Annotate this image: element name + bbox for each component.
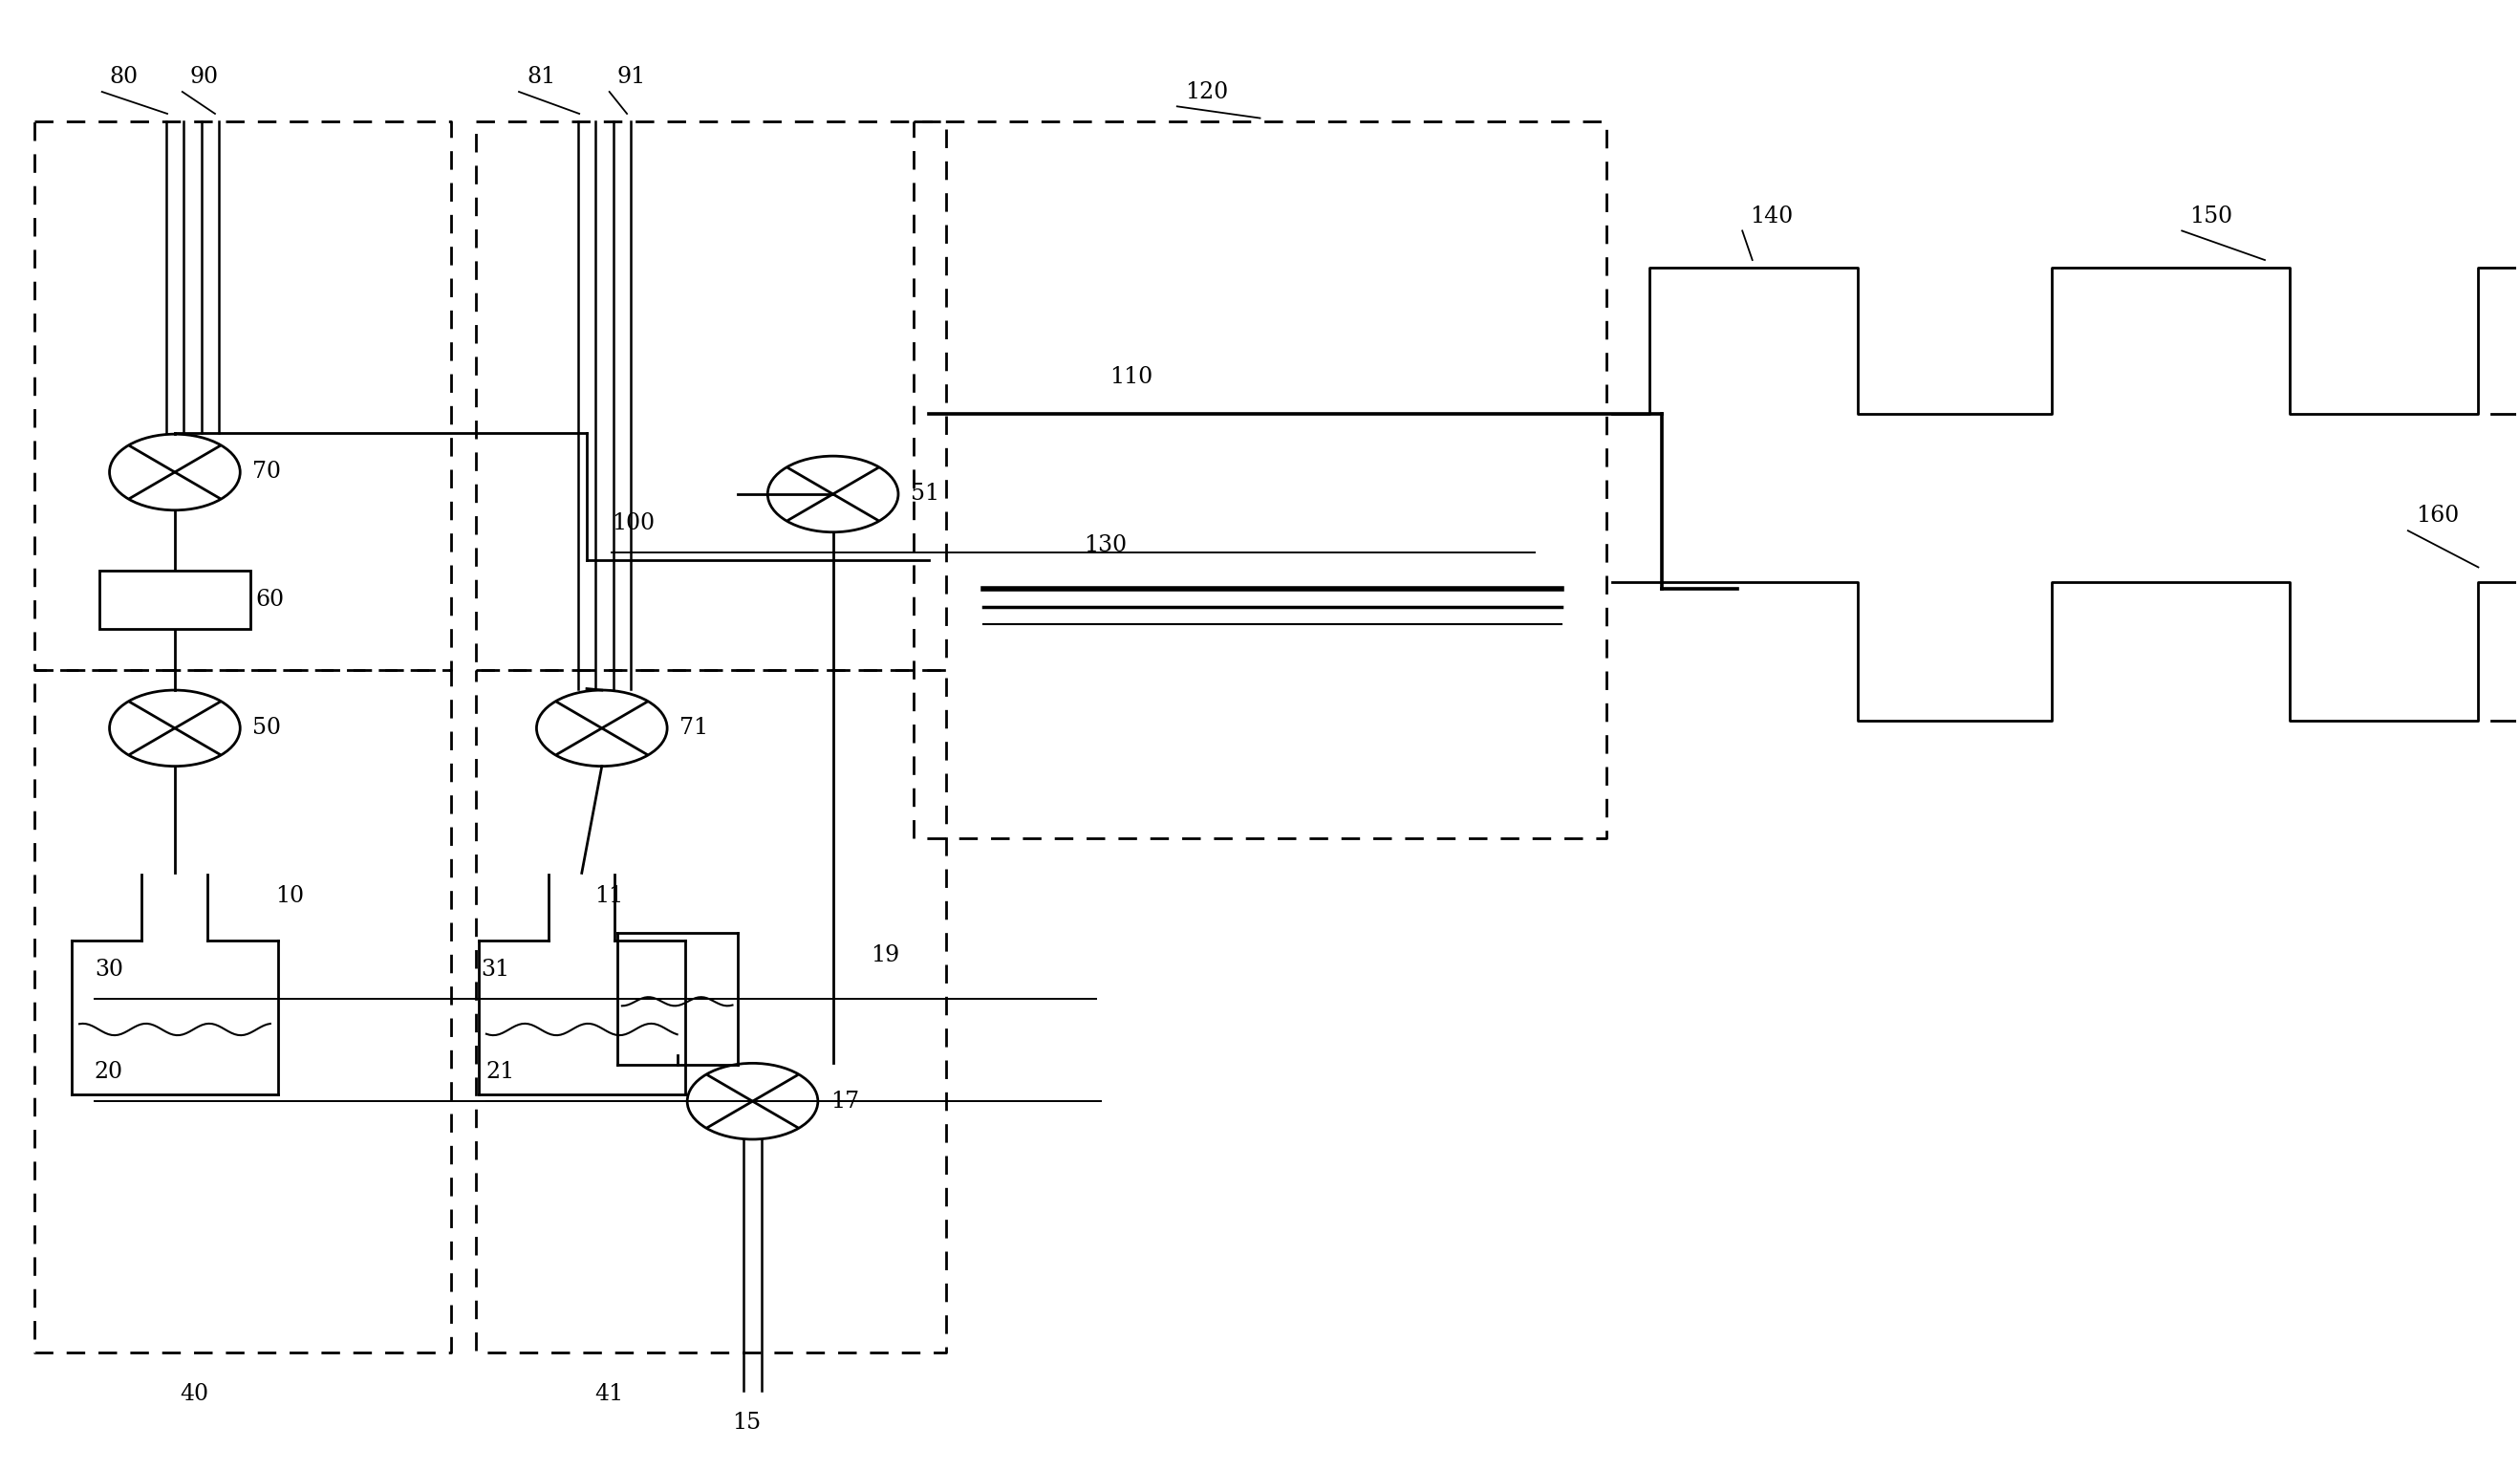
Text: 70: 70 [252, 462, 282, 482]
Text: 51: 51 [910, 482, 940, 505]
Text: 130: 130 [1084, 534, 1126, 556]
Text: 80: 80 [108, 66, 139, 88]
Text: 19: 19 [869, 944, 900, 966]
Text: 21: 21 [486, 1061, 514, 1083]
Text: 120: 120 [1184, 81, 1227, 103]
Text: 41: 41 [595, 1383, 622, 1405]
Bar [98, 571, 249, 628]
Text: 40: 40 [179, 1383, 209, 1405]
Text: 140: 140 [1749, 204, 1794, 227]
Text: 81: 81 [527, 66, 554, 88]
Text: 71: 71 [680, 718, 708, 738]
Text: 110: 110 [1109, 366, 1152, 388]
Text: 100: 100 [612, 512, 655, 534]
Text: 90: 90 [189, 66, 219, 88]
Text: 160: 160 [2417, 505, 2460, 527]
Text: 10: 10 [275, 886, 305, 908]
Text: 150: 150 [2190, 204, 2233, 227]
Text: 50: 50 [252, 718, 282, 738]
Text: 60: 60 [255, 588, 285, 610]
Text: 17: 17 [832, 1090, 859, 1112]
Text: 11: 11 [595, 886, 622, 908]
Text: 15: 15 [733, 1412, 761, 1434]
Text: 20: 20 [93, 1061, 123, 1083]
Text: 31: 31 [481, 959, 509, 981]
Text: 30: 30 [93, 959, 123, 981]
Text: 91: 91 [617, 66, 645, 88]
